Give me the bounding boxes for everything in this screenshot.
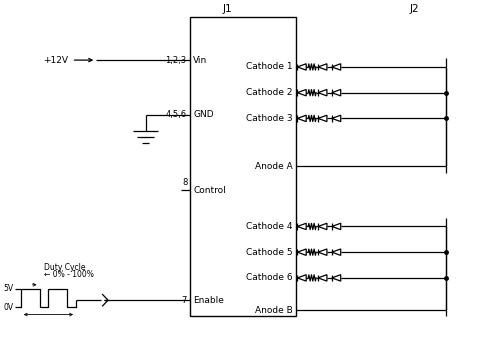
Text: 0V: 0V <box>4 302 14 312</box>
Text: Cathode 1: Cathode 1 <box>246 62 292 71</box>
Text: 1,2,3: 1,2,3 <box>165 56 187 65</box>
Text: Anode A: Anode A <box>255 162 292 171</box>
Bar <box>190 17 296 316</box>
Text: +12V: +12V <box>43 56 68 65</box>
Text: Cathode 6: Cathode 6 <box>246 273 292 282</box>
Text: Cathode 5: Cathode 5 <box>246 248 292 257</box>
Text: Anode B: Anode B <box>255 306 292 315</box>
Text: J2: J2 <box>409 4 419 14</box>
Text: Control: Control <box>193 186 226 195</box>
Text: J1: J1 <box>222 4 232 14</box>
Text: GND: GND <box>193 111 214 119</box>
Text: Cathode 4: Cathode 4 <box>246 222 292 231</box>
Text: 5V: 5V <box>4 285 14 293</box>
Text: Duty Cycle: Duty Cycle <box>44 263 86 272</box>
Text: 8: 8 <box>182 178 188 187</box>
Text: 4,5,6: 4,5,6 <box>165 111 187 119</box>
Text: Enable: Enable <box>193 296 224 305</box>
Text: ← 0% - 100%: ← 0% - 100% <box>44 270 95 279</box>
Text: Vin: Vin <box>193 56 208 65</box>
Text: Cathode 2: Cathode 2 <box>246 88 292 97</box>
Text: 7: 7 <box>181 296 187 305</box>
Text: Cathode 3: Cathode 3 <box>246 114 292 123</box>
